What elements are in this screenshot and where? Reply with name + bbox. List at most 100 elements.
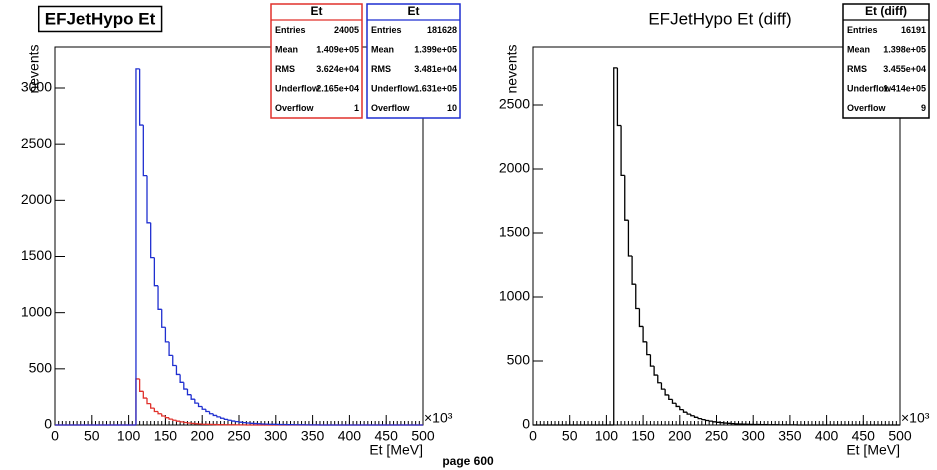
histogram-bin (150, 403, 155, 409)
x-tick-label: 0 (529, 428, 537, 444)
y-tick-label: 500 (507, 352, 531, 368)
histogram-bin (164, 327, 170, 343)
y-tick-label: 2000 (21, 191, 52, 207)
y-axis-label: nevents (26, 44, 42, 93)
x-tick-label: 50 (562, 428, 578, 444)
histogram-bin (208, 411, 214, 415)
stats-value: 1 (354, 103, 359, 113)
stats-value: 3.624e+04 (316, 64, 359, 74)
histogram-bin (668, 394, 673, 401)
page-label: page 600 (442, 454, 494, 468)
y-tick-label: 2000 (499, 160, 530, 176)
x-tick-label: 250 (705, 428, 729, 444)
histogram-bin (212, 413, 217, 417)
legend-label: Et (408, 4, 420, 18)
y-tick-label: 2500 (499, 96, 530, 112)
stats-label: Entries (847, 25, 878, 35)
x-tick-label: 450 (375, 428, 399, 444)
x-axis-label: Et [MeV] (369, 442, 423, 458)
x-tick-label: 350 (778, 428, 802, 444)
histogram-bin (227, 419, 232, 421)
x-tick-label: 250 (227, 428, 251, 444)
histogram-bin (157, 411, 162, 415)
histogram-bin (638, 308, 644, 328)
histogram-bin (172, 419, 177, 421)
histogram-bin (682, 409, 688, 413)
stats-label: RMS (847, 64, 867, 74)
stats-label: Mean (371, 45, 394, 55)
histogram-bin (216, 415, 221, 418)
legend-label: Et (diff) (865, 4, 907, 18)
histogram-bin (161, 309, 166, 328)
y-tick-label: 1500 (499, 224, 530, 240)
histogram-bin (168, 417, 173, 420)
x-tick-label: 300 (742, 428, 766, 444)
x-tick-label: 400 (338, 428, 362, 444)
stats-value: 1.409e+05 (316, 45, 359, 55)
histogram-bin (624, 175, 629, 221)
stats-label: Underflow (847, 84, 892, 94)
histogram-bin (197, 403, 203, 408)
histogram-bin (649, 354, 655, 367)
y-axis-label: nevents (504, 44, 520, 93)
histogram-bin (664, 389, 669, 396)
stats-label: Underflow (371, 84, 416, 94)
histogram-bin (671, 399, 677, 404)
stats-value: 24005 (334, 25, 359, 35)
histogram-bin (230, 420, 236, 422)
y-tick-label: 500 (29, 360, 53, 376)
histogram-bin (223, 418, 228, 421)
histogram-bin (708, 420, 713, 422)
histogram-bin (164, 416, 170, 419)
histogram-bin (697, 417, 702, 420)
histogram-bin (172, 355, 177, 367)
histogram-bin (157, 285, 162, 310)
stats-value: 181628 (427, 25, 457, 35)
stats-value: 9 (921, 103, 926, 113)
histogram-bin (642, 326, 647, 343)
stats-value: 16191 (901, 25, 926, 35)
x-tick-label: 150 (154, 428, 178, 444)
histogram-bin (161, 413, 166, 417)
title-box (37, 5, 163, 33)
histogram-bin (234, 420, 239, 423)
histogram-bin (153, 408, 159, 413)
x-tick-label: 500 (411, 428, 435, 444)
x-tick-label: 0 (51, 428, 59, 444)
x-multiplier: ×10³ (901, 410, 930, 426)
stats-value: 1.414e+05 (883, 84, 926, 94)
histogram-bin (205, 409, 210, 413)
stats-label: Overflow (275, 103, 315, 113)
histogram-bin (142, 125, 147, 177)
stats-value: 2.165e+04 (316, 84, 359, 94)
y-tick-label: 3000 (21, 79, 52, 95)
y-tick-label: 1500 (21, 247, 52, 263)
histogram-bin (146, 175, 151, 224)
histogram-bin (660, 382, 666, 390)
stats-label: RMS (275, 64, 295, 74)
x-tick-label: 150 (631, 428, 655, 444)
stats-label: RMS (371, 64, 391, 74)
histogram-bin (153, 257, 159, 287)
y-tick-label: 2500 (21, 135, 52, 151)
stats-box (366, 3, 461, 119)
x-tick-label: 400 (815, 428, 839, 444)
x-tick-label: 450 (852, 428, 876, 444)
stats-label: Mean (847, 45, 870, 55)
stats-value: 1.398e+05 (883, 45, 926, 55)
chart-title: EFJetHypo Et (diff) (648, 9, 791, 28)
histogram-bin (142, 391, 147, 399)
histogram-bin (138, 378, 144, 392)
histogram-bin (190, 394, 195, 400)
histogram-bin (179, 374, 184, 383)
histogram-bin (175, 365, 181, 376)
histogram-bin (138, 68, 144, 126)
x-tick-label: 50 (84, 428, 100, 444)
histogram-bin (616, 67, 622, 127)
histogram-bin (135, 68, 140, 425)
histogram-bin (620, 125, 625, 177)
stats-label: Entries (275, 25, 306, 35)
histogram-bin (627, 220, 633, 257)
histogram-bin (631, 256, 636, 285)
